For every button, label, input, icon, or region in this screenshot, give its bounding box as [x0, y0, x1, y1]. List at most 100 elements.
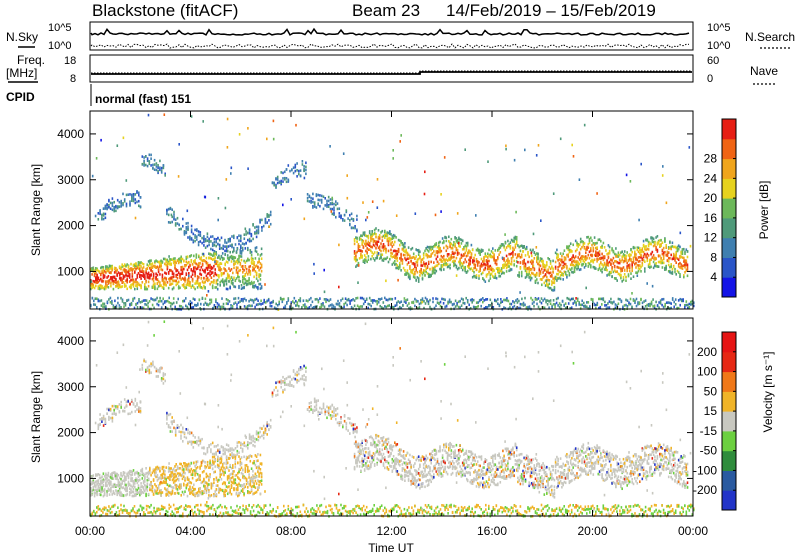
data-cell [690, 303, 692, 306]
data-cell [171, 215, 173, 219]
data-cell [513, 236, 515, 240]
data-cell [159, 367, 161, 370]
data-cell [548, 271, 551, 275]
data-cell [607, 252, 610, 255]
data-cell [488, 267, 490, 271]
data-cell [689, 244, 692, 248]
data-cell [187, 221, 189, 225]
data-cell [543, 281, 546, 285]
data-cell [411, 268, 414, 272]
data-cell [291, 384, 293, 387]
data-cell [208, 252, 210, 255]
data-cell [572, 263, 574, 267]
data-cell [634, 255, 636, 259]
data-cell [367, 211, 370, 214]
data-cell [121, 278, 123, 282]
data-cell [259, 221, 261, 224]
data-cell [247, 167, 249, 170]
data-cell [635, 261, 637, 265]
data-cell [161, 286, 164, 289]
data-cell [456, 303, 458, 307]
data-cell [382, 257, 385, 261]
data-cell [237, 275, 239, 279]
data-cell [175, 268, 177, 271]
data-cell [566, 245, 568, 248]
nave-tick-high: 60 [707, 55, 719, 67]
data-cell [101, 217, 103, 220]
data-cell [378, 245, 381, 248]
data-cell [536, 258, 538, 262]
data-cell [642, 258, 645, 262]
data-cell [225, 278, 228, 282]
data-cell [368, 230, 371, 233]
data-cell [123, 198, 126, 201]
data-cell [257, 225, 260, 229]
data-cell [631, 269, 633, 273]
data-cell [677, 306, 680, 310]
data-cell [554, 265, 557, 269]
data-cell [147, 276, 150, 279]
data-cell [218, 243, 221, 247]
data-cell [209, 253, 211, 256]
data-cell [585, 251, 587, 254]
data-cell [366, 260, 368, 264]
data-cell [192, 434, 195, 437]
data-cell [449, 266, 451, 270]
data-cell [302, 299, 305, 302]
date-range: 14/Feb/2019 – 15/Feb/2019 [446, 1, 656, 20]
data-cell [125, 179, 128, 182]
data-cell [239, 280, 242, 283]
data-cell [177, 257, 180, 261]
data-cell [200, 273, 203, 276]
data-cell [375, 233, 377, 236]
data-cell [175, 275, 177, 278]
data-cell [433, 306, 436, 310]
data-cell [173, 216, 175, 219]
data-cell [316, 305, 318, 308]
data-cell [433, 269, 435, 273]
data-cell [687, 306, 689, 310]
data-cell [225, 249, 228, 253]
data-cell [116, 280, 118, 284]
data-cell [122, 202, 124, 205]
data-cell [301, 306, 303, 309]
data-cell [557, 259, 559, 262]
data-cell [394, 263, 396, 266]
data-cell [547, 278, 549, 282]
data-cell [603, 261, 606, 265]
data-cell [186, 281, 189, 285]
data-cell [365, 249, 367, 253]
data-cell [483, 268, 485, 272]
data-cell [260, 299, 262, 303]
data-cell [237, 296, 240, 300]
data-cell [220, 455, 223, 459]
data-cell [320, 194, 323, 198]
data-cell [197, 443, 200, 447]
data-cell [229, 237, 231, 241]
data-cell [390, 306, 392, 309]
data-cell [608, 300, 611, 303]
data-cell [120, 201, 122, 205]
data-cell [654, 244, 656, 247]
data-cell [684, 304, 686, 307]
data-cell [572, 271, 574, 274]
data-cell [94, 303, 97, 307]
data-cell [357, 264, 360, 267]
data-cell [100, 299, 103, 302]
data-cell [439, 304, 442, 308]
data-cell [508, 259, 510, 263]
data-cell [268, 225, 271, 228]
data-cell [679, 266, 681, 269]
colorbar-segment [722, 119, 736, 140]
data-cell [459, 263, 461, 267]
data-cell [497, 269, 499, 272]
data-cell [162, 374, 165, 377]
data-cell [585, 257, 587, 261]
data-cell [598, 263, 601, 267]
data-cell [176, 259, 179, 262]
data-cell [215, 260, 218, 263]
data-cell [215, 281, 218, 285]
data-cell [245, 241, 247, 245]
data-cell [646, 239, 649, 242]
data-cell [649, 262, 651, 266]
